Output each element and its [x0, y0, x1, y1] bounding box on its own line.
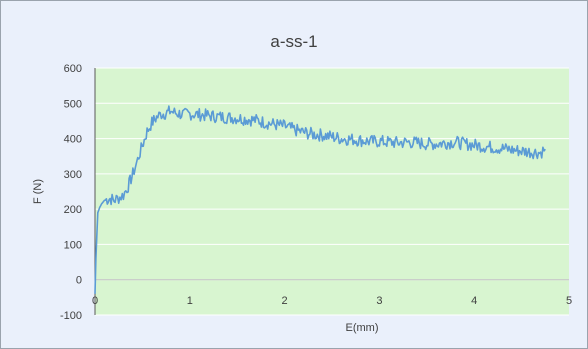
x-tick-label: 5	[566, 295, 572, 307]
y-tick-label: -100	[60, 310, 82, 322]
y-tick-label: 400	[64, 134, 82, 146]
x-axis-title: E(mm)	[346, 322, 379, 334]
x-tick-label: 2	[282, 295, 288, 307]
series-layer	[94, 105, 546, 294]
x-tick-label: 3	[376, 295, 382, 307]
y-tick-label: 500	[64, 98, 82, 110]
y-axis-title: F (N)	[32, 179, 44, 204]
y-tick-label: 600	[64, 63, 82, 75]
y-tick-label: 100	[64, 239, 82, 251]
plot-area	[95, 68, 569, 315]
x-tick-label: 4	[471, 295, 477, 307]
series-line	[94, 105, 546, 294]
tick-labels: -100 0 100 200 300 400 500 600 0 1 2 3 4 5	[60, 63, 572, 322]
y-tick-label: 200	[64, 204, 82, 216]
chart-title: a-ss-1	[270, 32, 317, 51]
x-tick-label: 1	[187, 295, 193, 307]
y-tick-label: 0	[76, 275, 82, 287]
x-tick-label: 0	[92, 295, 98, 307]
y-tick-label: 300	[64, 169, 82, 181]
